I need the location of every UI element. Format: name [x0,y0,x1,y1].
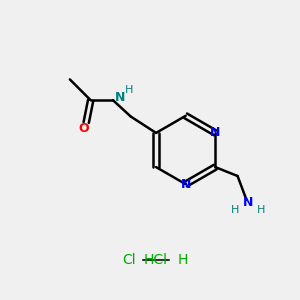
Text: N: N [115,91,126,104]
Text: HCl: HCl [144,253,168,267]
Text: N: N [210,126,220,140]
Text: H: H [257,205,266,215]
Text: H: H [178,253,188,267]
Text: N: N [243,196,253,209]
Text: Cl: Cl [122,253,136,267]
Text: N: N [181,178,191,191]
Text: O: O [78,122,88,135]
Text: H: H [125,85,134,95]
Text: H: H [230,205,239,215]
